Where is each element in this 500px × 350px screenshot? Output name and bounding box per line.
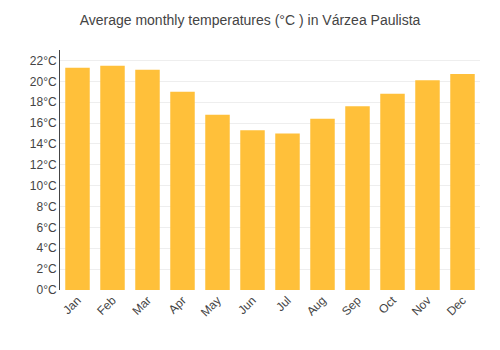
- svg-text:18°C: 18°C: [30, 95, 57, 109]
- svg-text:4°C: 4°C: [36, 241, 56, 255]
- svg-text:Feb: Feb: [94, 293, 119, 318]
- svg-text:Average monthly temperatures (: Average monthly temperatures (°C ) in Vá…: [80, 12, 421, 28]
- svg-text:Jan: Jan: [60, 293, 84, 317]
- svg-text:0°C: 0°C: [36, 283, 56, 297]
- svg-text:12°C: 12°C: [30, 158, 57, 172]
- svg-text:May: May: [198, 293, 224, 319]
- svg-text:Nov: Nov: [409, 293, 434, 318]
- svg-text:Apr: Apr: [166, 293, 189, 316]
- svg-text:Dec: Dec: [444, 293, 469, 318]
- svg-text:6°C: 6°C: [36, 221, 56, 235]
- svg-text:22°C: 22°C: [30, 54, 57, 68]
- svg-text:Jul: Jul: [273, 293, 294, 314]
- svg-text:10°C: 10°C: [30, 179, 57, 193]
- svg-text:20°C: 20°C: [30, 75, 57, 89]
- svg-text:8°C: 8°C: [36, 200, 56, 214]
- svg-text:2°C: 2°C: [36, 262, 56, 276]
- svg-text:14°C: 14°C: [30, 137, 57, 151]
- svg-text:Sep: Sep: [339, 293, 364, 318]
- svg-text:16°C: 16°C: [30, 116, 57, 130]
- svg-text:Oct: Oct: [376, 293, 400, 317]
- svg-text:Aug: Aug: [304, 293, 329, 318]
- svg-text:Mar: Mar: [129, 293, 154, 318]
- svg-text:Jun: Jun: [235, 293, 259, 317]
